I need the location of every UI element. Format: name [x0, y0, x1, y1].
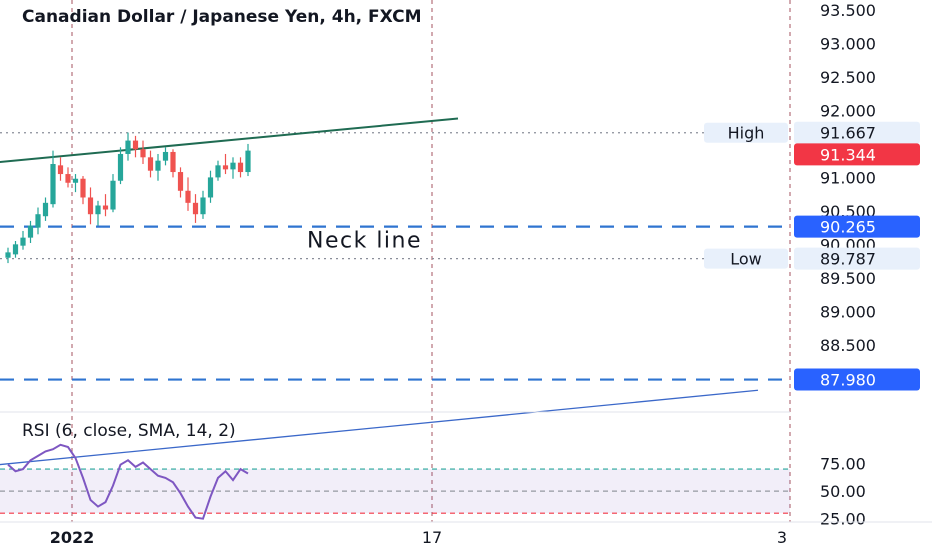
horizontal-levels [0, 132, 790, 381]
rsi-panel: RSI (6, close, SMA, 14, 2) [0, 411, 790, 520]
axis-price-tag-bg [794, 215, 920, 238]
candle-body [80, 178, 86, 198]
candle-body [185, 190, 191, 203]
level-tag: Low [730, 250, 762, 269]
candle-body [95, 205, 101, 215]
price-tick-label: 89.000 [820, 302, 876, 321]
candle-body [42, 202, 49, 217]
candle-body [147, 157, 154, 171]
support-trendline [0, 389, 759, 466]
candle-body [140, 149, 146, 158]
candle-body [237, 162, 244, 173]
axis-price-tag: 89.787 [820, 250, 876, 269]
candle-body [200, 197, 206, 215]
candle-body [117, 153, 124, 181]
candle-body [170, 151, 176, 173]
candle-body [132, 140, 139, 150]
neck-line-annotation: Neck line [307, 229, 422, 254]
candle-body [245, 150, 251, 173]
current-price-tag: 91.344 [820, 145, 876, 164]
candle-body [20, 237, 26, 246]
axis-price-tag-bg [794, 121, 920, 144]
candle-body [27, 225, 34, 238]
candlesticks [5, 132, 251, 264]
candle-body [12, 244, 19, 255]
level-tag-bg [704, 122, 788, 143]
time-tick-label: 2022 [50, 528, 95, 547]
time-tick-label: 17 [422, 528, 442, 547]
price-tick-label: 89.500 [820, 269, 876, 288]
candle-body [65, 174, 71, 183]
axis-price-tag: 90.265 [820, 218, 876, 237]
candle-body [102, 205, 109, 210]
level-tag: High [728, 124, 765, 143]
candle-body [207, 177, 214, 198]
candle-body [35, 214, 41, 228]
candle-body [72, 178, 79, 183]
candle-body [110, 180, 116, 210]
candle-body [177, 172, 184, 191]
price-tick-label: 88.500 [820, 336, 876, 355]
time-gridlines [71, 0, 791, 522]
time-tick-label: 3 [777, 528, 787, 547]
candle-body [57, 165, 64, 175]
axis-price-tag: 91.667 [820, 124, 876, 143]
candle-body [87, 197, 94, 215]
resistance-trendline [0, 117, 459, 164]
candle-body [50, 164, 56, 205]
price-tick-label: 92.000 [820, 101, 876, 120]
candle-body [5, 252, 11, 258]
candle-body [162, 151, 169, 161]
level-tag-bg [704, 248, 788, 269]
current-price-tag-bg [794, 143, 920, 166]
price-tick-label: 93.000 [820, 35, 876, 54]
axis-price-tag-bg [794, 368, 920, 391]
axis-price-tag: 87.980 [820, 371, 876, 390]
price-tick-label: 93.500 [820, 1, 876, 20]
rsi-line [7, 443, 249, 520]
rsi-label: RSI (6, close, SMA, 14, 2) [22, 421, 236, 441]
candle-body [230, 162, 236, 170]
chart-title: Canadian Dollar / Japanese Yen, 4h, FXCM [22, 7, 422, 27]
candle-body [125, 140, 131, 154]
rsi-tick-label: 75.00 [820, 455, 866, 474]
candle-body [192, 202, 199, 215]
trendlines [0, 117, 759, 466]
candle-body [222, 165, 229, 170]
candle-body [155, 160, 161, 171]
price-tick-label: 92.500 [820, 68, 876, 87]
price-tick-label: 91.000 [820, 168, 876, 187]
rsi-tick-label: 50.00 [820, 482, 866, 501]
rsi-tick-label: 25.00 [820, 510, 866, 529]
chart-labels: High 91.667 Low 89.787 90.265 87.980 91.344 Nec… [307, 121, 920, 391]
candle-body [215, 165, 221, 178]
axis-price-tag-bg [794, 247, 920, 270]
